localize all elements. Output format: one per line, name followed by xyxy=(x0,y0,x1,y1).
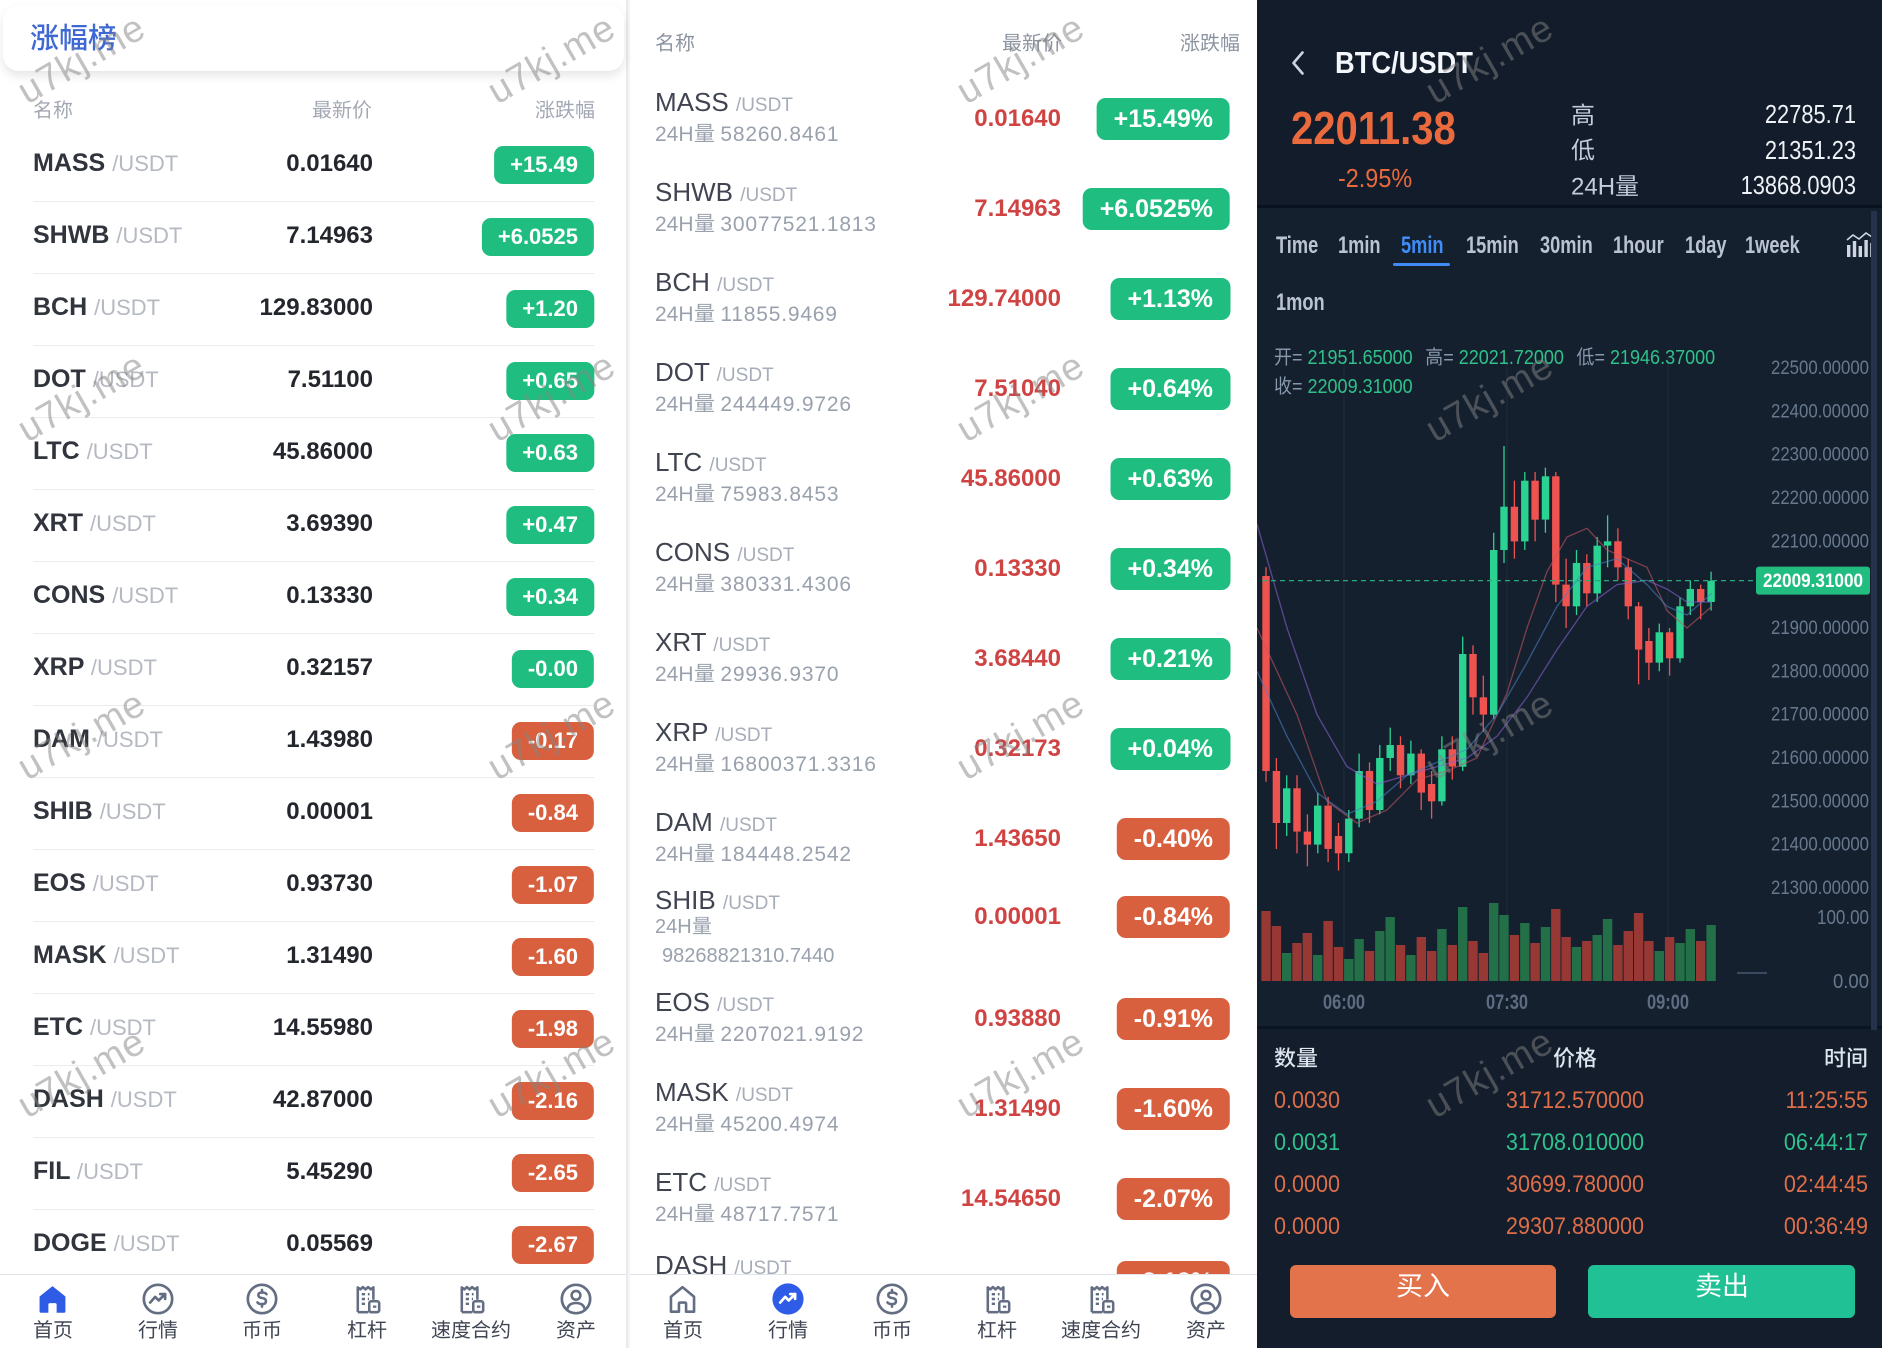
svg-text:22009.31000: 22009.31000 xyxy=(1763,571,1863,592)
svg-text:0.00: 0.00 xyxy=(1833,971,1869,993)
svg-text:22100.00000: 22100.00000 xyxy=(1771,531,1869,552)
svg-text:22300.00000: 22300.00000 xyxy=(1771,445,1869,466)
svg-text:21400.00000: 21400.00000 xyxy=(1771,835,1869,856)
svg-text:21600.00000: 21600.00000 xyxy=(1771,748,1869,769)
svg-text:07:30: 07:30 xyxy=(1486,991,1528,1014)
svg-text:22200.00000: 22200.00000 xyxy=(1771,488,1869,509)
svg-text:22400.00000: 22400.00000 xyxy=(1771,401,1869,422)
svg-text:21800.00000: 21800.00000 xyxy=(1771,661,1869,682)
svg-text:22500.00000: 22500.00000 xyxy=(1771,358,1869,379)
svg-text:21700.00000: 21700.00000 xyxy=(1771,705,1869,726)
svg-text:21300.00000: 21300.00000 xyxy=(1771,878,1869,899)
svg-text:06:00: 06:00 xyxy=(1323,991,1365,1014)
svg-text:100.00: 100.00 xyxy=(1817,907,1869,929)
svg-text:21900.00000: 21900.00000 xyxy=(1771,618,1869,639)
svg-text:09:00: 09:00 xyxy=(1647,991,1689,1014)
svg-text:21500.00000: 21500.00000 xyxy=(1771,791,1869,812)
